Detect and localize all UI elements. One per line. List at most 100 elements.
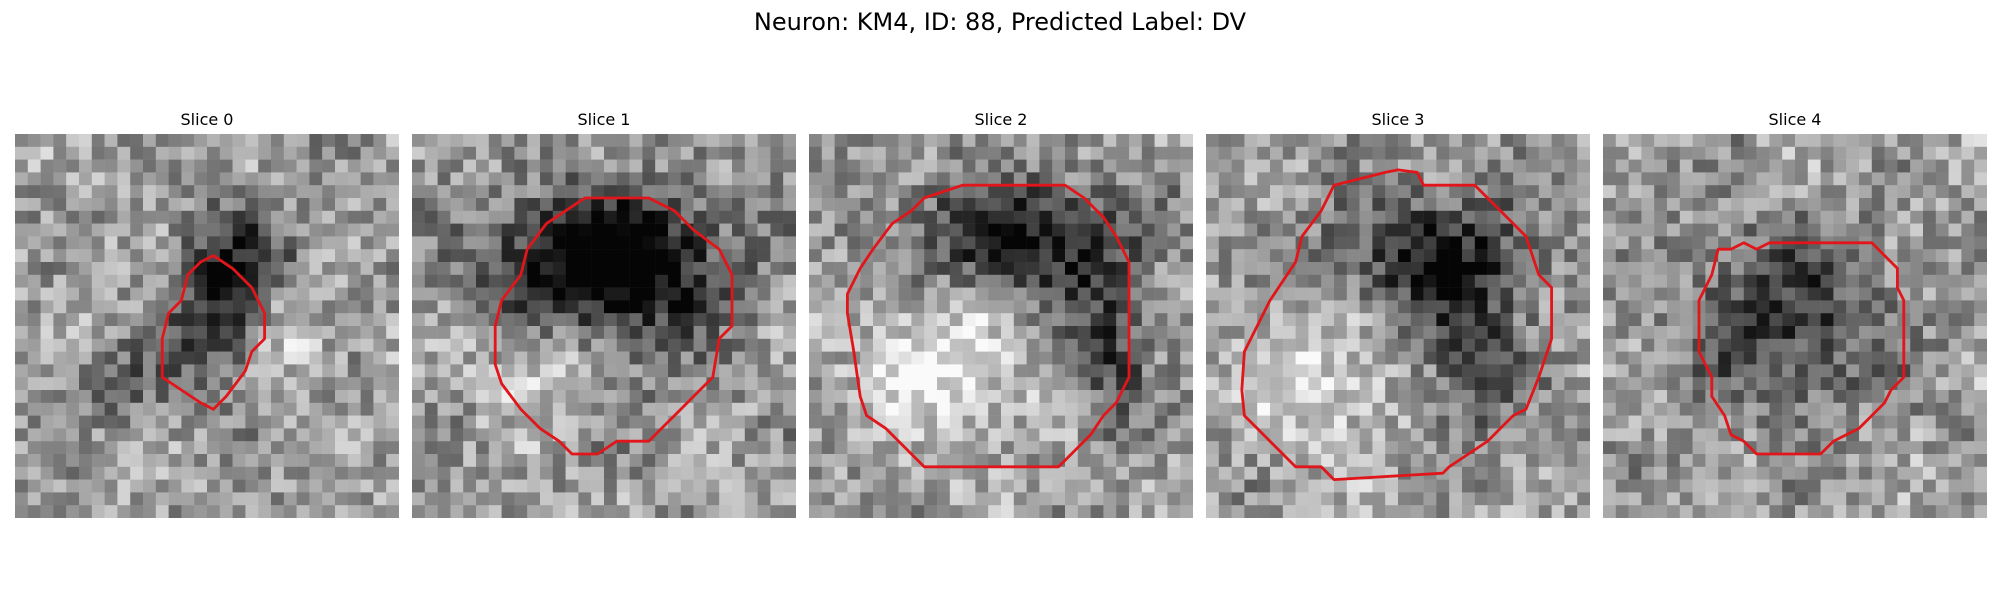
pixel bbox=[1974, 185, 1987, 199]
pixel bbox=[53, 274, 67, 288]
pixel bbox=[591, 185, 605, 199]
pixel bbox=[1871, 287, 1885, 301]
pixel bbox=[1231, 146, 1245, 160]
pixel bbox=[1769, 454, 1783, 468]
pixel bbox=[655, 300, 669, 314]
pixel bbox=[1103, 274, 1117, 288]
pixel bbox=[79, 236, 93, 250]
pixel bbox=[1295, 287, 1309, 301]
pixel bbox=[1206, 300, 1220, 314]
pixel bbox=[1807, 185, 1821, 199]
pixel bbox=[783, 210, 796, 224]
pixel bbox=[732, 390, 746, 404]
pixel bbox=[1013, 492, 1027, 506]
pixel bbox=[988, 249, 1002, 263]
pixel bbox=[1795, 505, 1809, 518]
pixel bbox=[680, 172, 694, 186]
pixel bbox=[1257, 274, 1271, 288]
pixel bbox=[1564, 274, 1578, 288]
pixel bbox=[386, 454, 399, 468]
pixel bbox=[322, 313, 336, 327]
pixel bbox=[1077, 402, 1091, 416]
pixel bbox=[1859, 172, 1873, 186]
pixel bbox=[706, 505, 720, 518]
pixel bbox=[757, 338, 771, 352]
pixel bbox=[27, 364, 41, 378]
pixel bbox=[155, 479, 169, 493]
pixel bbox=[1859, 313, 1873, 327]
pixel bbox=[1282, 146, 1296, 160]
pixel bbox=[258, 287, 272, 301]
pixel bbox=[271, 287, 285, 301]
pixel bbox=[219, 198, 233, 212]
pixel bbox=[604, 198, 618, 212]
pixel bbox=[1833, 492, 1847, 506]
pixel bbox=[809, 249, 823, 263]
pixel bbox=[1218, 338, 1232, 352]
pixel bbox=[540, 236, 554, 250]
pixel bbox=[1782, 466, 1796, 480]
pixel bbox=[937, 249, 951, 263]
pixel bbox=[347, 505, 361, 518]
pixel bbox=[1756, 364, 1770, 378]
pixel bbox=[732, 479, 746, 493]
pixel bbox=[1513, 326, 1527, 340]
pixel bbox=[219, 505, 233, 518]
pixel bbox=[194, 466, 208, 480]
pixel bbox=[1180, 428, 1193, 442]
pixel bbox=[834, 415, 848, 429]
pixel bbox=[591, 210, 605, 224]
pixel bbox=[1513, 454, 1527, 468]
pixel bbox=[1423, 338, 1437, 352]
pixel bbox=[1820, 415, 1834, 429]
pixel bbox=[117, 185, 131, 199]
pixel bbox=[1026, 466, 1040, 480]
pixel bbox=[1090, 300, 1104, 314]
pixel bbox=[1013, 505, 1027, 518]
pixel bbox=[53, 326, 67, 340]
pixel bbox=[616, 338, 630, 352]
pixel bbox=[1385, 415, 1399, 429]
pixel bbox=[1743, 198, 1757, 212]
pixel bbox=[873, 249, 887, 263]
pixel bbox=[757, 159, 771, 173]
pixel bbox=[437, 172, 451, 186]
pixel bbox=[194, 300, 208, 314]
pixel bbox=[1218, 159, 1232, 173]
pixel bbox=[296, 185, 310, 199]
pixel bbox=[1385, 338, 1399, 352]
pixel bbox=[821, 428, 835, 442]
pixel bbox=[245, 479, 259, 493]
pixel bbox=[937, 441, 951, 455]
pixel bbox=[642, 505, 656, 518]
pixel bbox=[1449, 223, 1463, 237]
pixel bbox=[143, 402, 157, 416]
pixel bbox=[1910, 198, 1924, 212]
pixel bbox=[1961, 262, 1975, 276]
pixel bbox=[66, 441, 80, 455]
pixel bbox=[1782, 505, 1796, 518]
pixel bbox=[168, 134, 182, 148]
pixel bbox=[1718, 198, 1732, 212]
pixel bbox=[1948, 492, 1962, 506]
pixel bbox=[1743, 351, 1757, 365]
pixel bbox=[437, 146, 451, 160]
pixel bbox=[949, 134, 963, 148]
pixel bbox=[744, 351, 758, 365]
pixel bbox=[1001, 415, 1015, 429]
pixel bbox=[476, 236, 490, 250]
pixel bbox=[15, 313, 29, 327]
pixel bbox=[885, 326, 899, 340]
pixel bbox=[757, 287, 771, 301]
pixel bbox=[1564, 428, 1578, 442]
pixel bbox=[373, 134, 387, 148]
pixel bbox=[744, 479, 758, 493]
pixel bbox=[1538, 428, 1552, 442]
pixel bbox=[770, 402, 784, 416]
pixel bbox=[1615, 505, 1629, 518]
pixel bbox=[91, 441, 105, 455]
pixel bbox=[911, 146, 925, 160]
pixel bbox=[591, 146, 605, 160]
pixel bbox=[40, 223, 54, 237]
pixel bbox=[680, 146, 694, 160]
